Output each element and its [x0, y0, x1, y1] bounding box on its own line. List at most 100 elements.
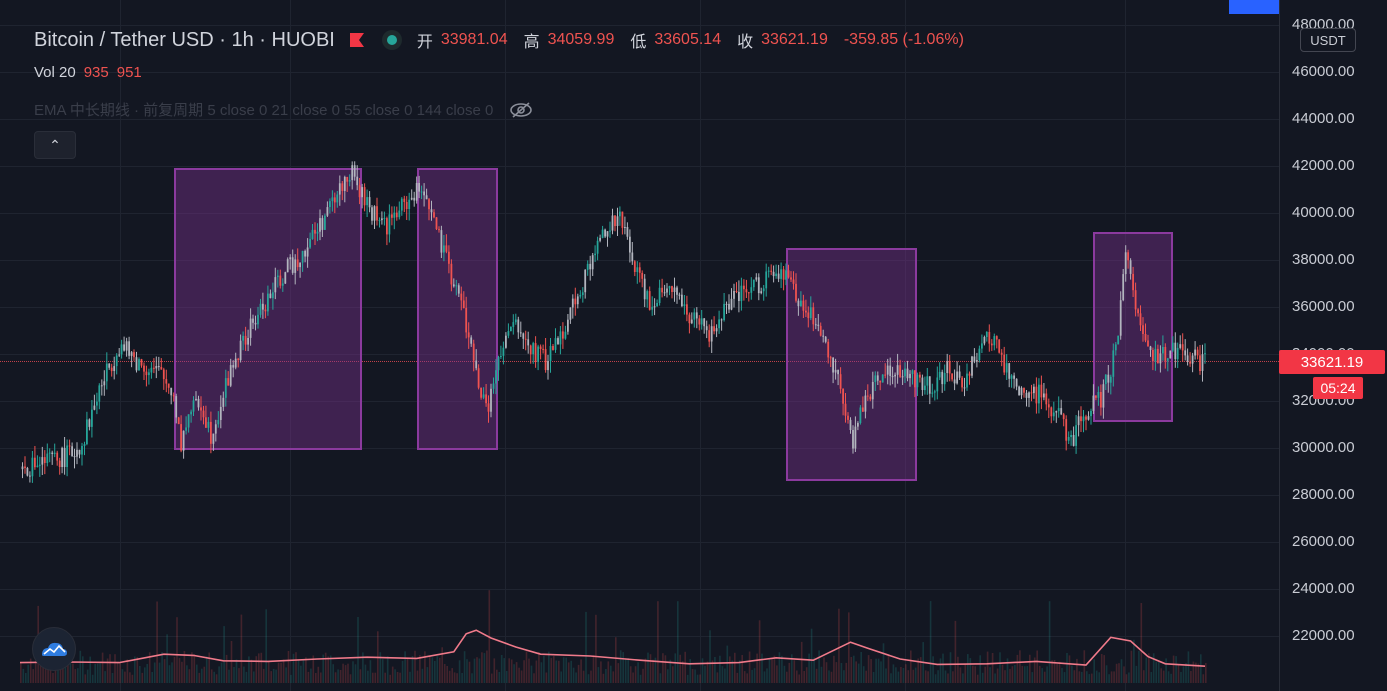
volume-bar [161, 652, 163, 683]
candle-body [36, 465, 39, 468]
candle-body [1117, 335, 1120, 345]
candle-body [1067, 437, 1070, 441]
candle-body [316, 231, 319, 234]
volume-bar [550, 658, 553, 683]
volume-bar [235, 659, 238, 683]
volume-bar [902, 668, 905, 683]
candle-body [1013, 375, 1015, 379]
tradingview-cloud-logo-icon[interactable] [32, 627, 76, 671]
volume-bar [729, 656, 731, 683]
volume-bar [835, 662, 838, 683]
flag-icon[interactable] [349, 32, 365, 48]
candle-body [971, 356, 973, 376]
candle-body [911, 370, 914, 374]
candle-body [936, 377, 939, 392]
candle-body [1189, 361, 1191, 364]
candle-body [953, 379, 956, 384]
countdown-tag: 05:24 [1313, 377, 1363, 399]
volume-bar [1048, 601, 1051, 683]
volume-bar [203, 666, 206, 683]
candle-body [924, 385, 926, 391]
volume-bar [577, 664, 580, 683]
volume-legend[interactable]: Vol 20 935 951 [34, 64, 142, 81]
candle-body [1000, 352, 1003, 355]
candle-body [150, 367, 153, 373]
volume-bar [322, 654, 324, 683]
candle-body [705, 326, 708, 331]
collapse-legend-button[interactable]: ⌃ [34, 131, 76, 159]
volume-bar [917, 658, 919, 683]
volume-bar [830, 671, 833, 683]
volume-bar [334, 672, 337, 683]
volume-bar [196, 664, 198, 683]
volume-bar [781, 655, 783, 683]
eye-crossed-icon[interactable] [509, 101, 533, 119]
candle-body [614, 215, 616, 227]
volume-bar [285, 667, 287, 683]
volume-bar [386, 656, 389, 683]
volume-bar [1068, 655, 1071, 683]
volume-bar [396, 672, 399, 683]
candle-body [874, 375, 877, 382]
candle-body [988, 332, 991, 344]
volume-bar [885, 668, 887, 683]
ema-legend[interactable]: EMA 中长期线 · 前复周期 5 close 0 21 close 0 55 … [34, 99, 533, 120]
volume-bar [193, 654, 196, 683]
candle-body [289, 257, 292, 260]
candle-body [1149, 346, 1152, 350]
volume-bar [1061, 667, 1063, 683]
candle-body [51, 452, 54, 454]
volume-bar [129, 672, 131, 683]
candle-body [433, 212, 435, 218]
candle-body [29, 475, 31, 477]
volume-bar [381, 659, 384, 683]
volume-bar [332, 664, 334, 683]
volume-bar [1031, 672, 1034, 683]
volume-bar [337, 669, 339, 683]
grid-horizontal-line [0, 260, 1279, 261]
volume-bar [1016, 654, 1019, 683]
volume-bar [1004, 670, 1006, 683]
volume-bar [674, 653, 677, 683]
grid-vertical-line [1125, 0, 1126, 691]
volume-bar [74, 669, 77, 683]
candle-body [859, 407, 862, 423]
candle-body [383, 218, 386, 220]
candlestick-chart[interactable] [0, 0, 1279, 691]
symbol-title[interactable]: Bitcoin / Tether USD · 1h · HUOBI [34, 28, 335, 51]
candle-body [909, 373, 911, 379]
candle-body [765, 271, 768, 289]
volume-bar [300, 665, 302, 683]
volume-bar [500, 655, 503, 683]
volume-bar [453, 672, 456, 683]
candle-body [514, 319, 517, 323]
volume-bar [843, 670, 845, 683]
candle-body [609, 230, 611, 232]
candle-body [646, 291, 649, 300]
candle-body [956, 371, 958, 384]
volume-bar [942, 653, 944, 683]
volume-bar [545, 672, 548, 683]
volume-bar [198, 672, 201, 683]
candle-body [443, 245, 445, 253]
volume-bar [592, 655, 595, 683]
candle-body [1119, 300, 1122, 336]
volume-bar [468, 661, 471, 683]
candle-body [108, 363, 111, 368]
price-axis[interactable] [1279, 0, 1387, 691]
candle-body [1097, 392, 1100, 398]
volume-bar [1026, 666, 1029, 683]
volume-bar [315, 673, 317, 683]
candle-body [262, 303, 264, 310]
candle-body [415, 183, 418, 201]
candle-body [854, 426, 857, 449]
volume-bar [213, 671, 215, 683]
volume-bar [681, 661, 684, 683]
volume-bar [225, 654, 228, 683]
candle-body [990, 343, 993, 346]
volume-bar [905, 664, 907, 683]
candle-body [1075, 425, 1077, 446]
currency-badge[interactable]: USDT [1300, 28, 1356, 52]
candle-body [1040, 384, 1043, 398]
volume-bar [434, 661, 436, 683]
